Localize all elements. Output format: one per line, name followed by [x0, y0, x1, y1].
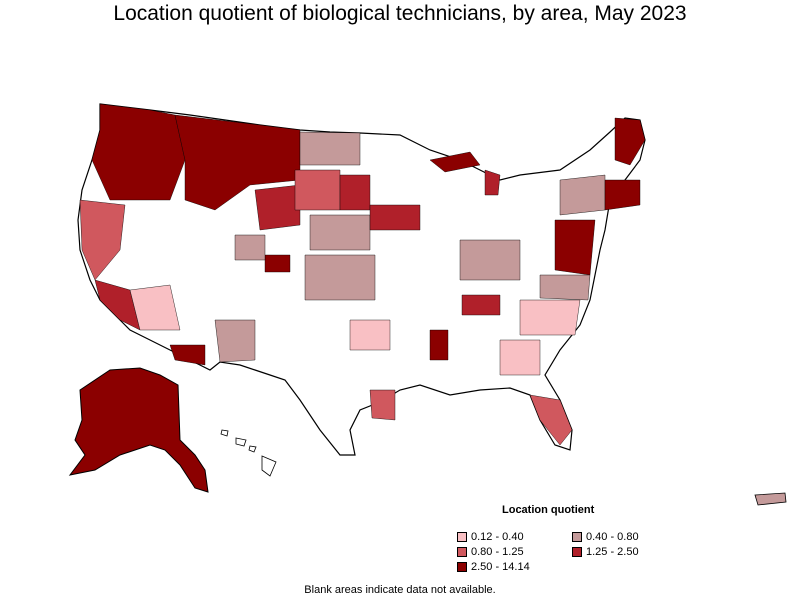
map-title: Location quotient of biological technici…	[113, 2, 687, 25]
region-oklahoma	[349, 319, 391, 351]
region-sd-east	[339, 174, 371, 211]
legend-item-5: 2.50 - 14.14	[457, 561, 530, 573]
region-north-dakota	[299, 131, 361, 166]
region-idaho-montana	[174, 114, 301, 211]
region-maine	[614, 117, 646, 166]
legend-label-3: 0.80 - 1.25	[471, 546, 524, 558]
region-michigan-up	[429, 151, 481, 173]
legend-swatch-1	[457, 532, 467, 542]
data-availability-note: Blank areas indicate data not available.	[304, 584, 496, 596]
legend-label-1: 0.12 - 0.40	[471, 531, 524, 543]
legend-item-4: 1.25 - 2.50	[572, 546, 639, 558]
region-tennessee	[461, 294, 501, 316]
region-washington-oregon	[91, 103, 186, 201]
region-mississippi	[429, 329, 449, 361]
region-arizona	[129, 284, 181, 331]
legend-swatch-3	[457, 547, 467, 557]
region-mid-atlantic	[554, 219, 596, 276]
region-florida	[529, 394, 573, 446]
legend-swatch-4	[572, 547, 582, 557]
region-virginia	[539, 274, 591, 301]
legend-item-3: 0.80 - 1.25	[457, 546, 524, 558]
region-alaska	[68, 367, 209, 493]
region-tucson	[169, 344, 206, 366]
region-iowa	[369, 204, 421, 231]
region-georgia	[499, 339, 541, 376]
legend-item-2: 0.40 - 0.80	[572, 531, 639, 543]
region-massachusetts	[604, 179, 641, 211]
region-colorado-denver	[264, 254, 291, 273]
region-houston	[369, 389, 396, 421]
region-carolinas	[519, 299, 581, 336]
region-wyoming	[254, 184, 301, 231]
legend-label-2: 0.40 - 0.80	[586, 531, 639, 543]
region-california-south	[94, 279, 141, 331]
region-michigan-lower	[484, 169, 501, 196]
region-nebraska	[309, 214, 371, 251]
region-puerto-rico	[754, 492, 787, 506]
region-new-york	[559, 174, 606, 216]
legend-swatch-5	[457, 562, 467, 572]
region-california-north	[79, 199, 126, 281]
region-new-mexico	[214, 319, 256, 363]
region-colorado	[234, 234, 266, 261]
region-hawaii	[220, 429, 277, 477]
legend-swatch-2	[572, 532, 582, 542]
legend-item-1: 0.12 - 0.40	[457, 531, 524, 543]
legend-label-5: 2.50 - 14.14	[471, 561, 530, 573]
region-kansas	[304, 254, 376, 301]
region-south-dakota	[294, 169, 341, 211]
legend-title: Location quotient	[502, 504, 595, 516]
legend-label-4: 1.25 - 2.50	[586, 546, 639, 558]
region-ohio-valley	[459, 239, 521, 281]
